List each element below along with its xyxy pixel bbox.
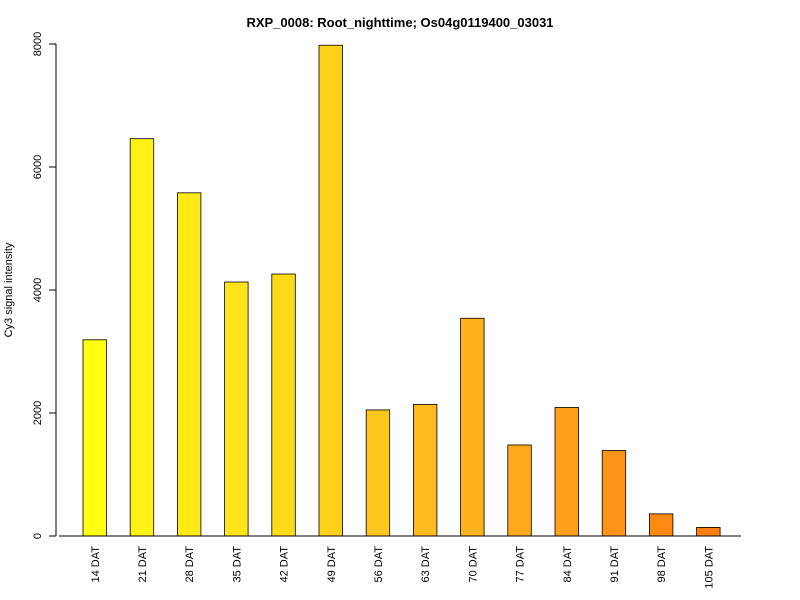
y-axis-label: Cy3 signal intensity [3, 242, 15, 337]
bar-84-dat [554, 407, 579, 537]
chart-title: RXP_0008: Root_nighttime; Os04g0119400_0… [246, 15, 553, 30]
x-tick-label: 14 DAT [90, 546, 102, 583]
bar-105-dat [696, 526, 721, 537]
bar-70-dat [460, 317, 485, 537]
bar-63-dat [412, 403, 438, 537]
x-tick-labels: 14 DAT 21 DAT 28 DAT 35 DAT 42 DAT 49 DAT 56 D… [90, 546, 716, 589]
x-tick-label: 77 DAT [515, 546, 527, 583]
x-tick-label: 84 DAT [562, 546, 574, 583]
bar-14-dat [82, 339, 107, 537]
bar-42-dat [271, 273, 296, 537]
y-tick-label: 8000 [32, 32, 44, 56]
x-tick-label: 98 DAT [656, 546, 668, 583]
x-tick-label: 56 DAT [373, 546, 385, 583]
x-tick-label: 21 DAT [137, 546, 149, 583]
bar-28-dat [176, 192, 202, 537]
y-axis: 0 2000 4000 6000 8000 [32, 32, 57, 539]
x-tick-label: 42 DAT [279, 546, 291, 583]
bars [82, 44, 721, 537]
bar-56-dat [365, 409, 391, 537]
bar-49-dat [318, 44, 343, 537]
x-tick-label: 105 DAT [703, 546, 715, 589]
x-tick-label: 35 DAT [231, 546, 243, 583]
bar-77-dat [507, 444, 532, 537]
y-tick-label: 2000 [32, 401, 44, 425]
x-tick-label: 63 DAT [420, 546, 432, 583]
bar-98-dat [649, 513, 674, 537]
x-tick-label: 91 DAT [609, 546, 621, 583]
bar-35-dat [224, 281, 249, 537]
x-tick-label: 49 DAT [326, 546, 338, 583]
bar-91-dat [601, 450, 627, 537]
y-tick-label: 4000 [32, 278, 44, 302]
x-tick-label: 28 DAT [184, 546, 196, 583]
y-tick-label: 0 [32, 533, 44, 539]
x-tick-label: 70 DAT [467, 546, 479, 583]
bar-21-dat [129, 138, 155, 537]
y-tick-label: 6000 [32, 155, 44, 179]
